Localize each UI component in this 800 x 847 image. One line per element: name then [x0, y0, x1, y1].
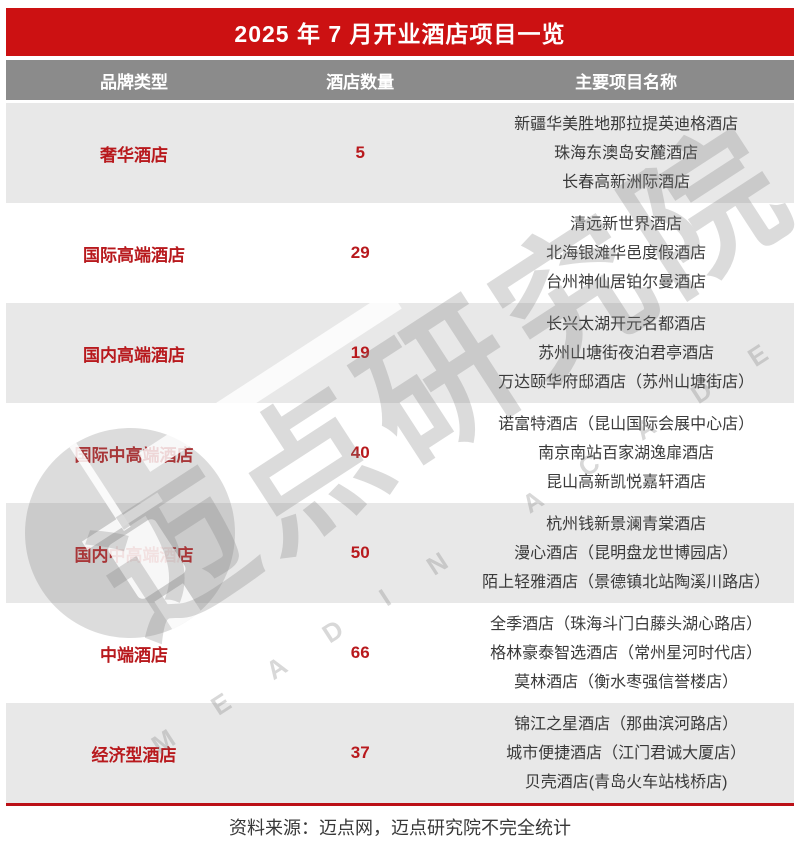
- project-name: 南京南站百家湖逸扉酒店: [538, 444, 715, 462]
- category-cell: 国际中高端酒店: [74, 445, 194, 465]
- report-title: 2025 年 7 月开业酒店项目一览: [234, 21, 566, 47]
- hotel-count-cell: 40: [350, 443, 370, 462]
- hotel-count-cell: 37: [350, 743, 370, 762]
- table-row: 经济型酒店 37 锦江之星酒店（那曲滨河路店） 城市便捷酒店（江门君诚大厦店） 贝壳酒店…: [6, 703, 794, 803]
- hotel-count-cell: 5: [355, 143, 365, 162]
- table-row: 中端酒店 66 全季酒店（珠海斗门白藤头湖心路店） 格林豪泰智选酒店（常州星河时代店）…: [6, 603, 794, 703]
- projects-cell: 清远新世界酒店北海银滩华邑度假酒店 台州神仙居铂尔曼酒店: [458, 203, 794, 303]
- project-name: 长春高新洲际酒店: [562, 173, 691, 191]
- project-name: 陌上轻雅酒店（景德镇北站陶溪川路店）: [482, 573, 771, 591]
- category-cell: 中端酒店: [100, 645, 169, 665]
- table-row: 奢华酒店 5 新疆华美胜地那拉提英迪格酒店 珠海东澳岛安麓酒店 长春高新洲际酒店: [6, 103, 794, 203]
- projects-cell: 杭州钱新景澜青棠酒店漫心酒店（昆明盘龙世博园店） 陌上轻雅酒店（景德镇北站陶溪川路…: [458, 503, 794, 603]
- hotel-count-cell: 29: [350, 243, 370, 262]
- project-name: 诺富特酒店（昆山国际会展中心店）: [498, 415, 755, 433]
- table-bottom-border: [6, 803, 794, 806]
- projects-cell: 新疆华美胜地那拉提英迪格酒店 珠海东澳岛安麓酒店 长春高新洲际酒店: [458, 103, 794, 203]
- project-name: 苏州山塘街夜泊君亭酒店: [538, 344, 715, 362]
- projects-cell: 锦江之星酒店（那曲滨河路店） 城市便捷酒店（江门君诚大厦店） 贝壳酒店(青岛火车站栈…: [458, 703, 794, 803]
- table-row: 国内中高端酒店 50 杭州钱新景澜青棠酒店漫心酒店（昆明盘龙世博园店） 陌上轻雅酒店（…: [6, 503, 794, 603]
- category-cell: 国际高端酒店: [83, 245, 186, 265]
- table-row: 国际中高端酒店 40 诺富特酒店（昆山国际会展中心店） 南京南站百家湖逸扉酒店 昆山高新…: [6, 403, 794, 503]
- table-header-row: 品牌类型 酒店数量 主要项目名称: [6, 60, 794, 100]
- category-cell: 国内中高端酒店: [74, 545, 194, 565]
- table-row: 国内高端酒店 19 长兴太湖开元名都酒店 苏州山塘街夜泊君亭酒店万达颐华府邸酒店（苏州…: [6, 303, 794, 403]
- project-name: 城市便捷酒店（江门君诚大厦店）: [506, 744, 747, 762]
- column-header-hotel-count: 酒店数量: [326, 72, 395, 92]
- source-note: 资料来源：迈点网，迈点研究院不完全统计: [229, 817, 571, 838]
- hotel-count-cell: 50: [350, 543, 370, 562]
- projects-cell: 长兴太湖开元名都酒店 苏州山塘街夜泊君亭酒店万达颐华府邸酒店（苏州山塘街店）: [458, 303, 794, 403]
- project-name: 北海银滩华邑度假酒店: [546, 244, 707, 262]
- column-header-main-projects: 主要项目名称: [575, 72, 678, 92]
- table-row: 国际高端酒店 29 清远新世界酒店北海银滩华邑度假酒店 台州神仙居铂尔曼酒店: [6, 203, 794, 303]
- project-name: 锦江之星酒店（那曲滨河路店）: [514, 715, 739, 733]
- hotel-count-cell: 19: [350, 343, 370, 362]
- column-header-brand-type: 品牌类型: [100, 72, 169, 92]
- project-name: 万达颐华府邸酒店（苏州山塘街店）: [498, 373, 755, 391]
- project-name: 长兴太湖开元名都酒店: [546, 315, 707, 333]
- table-body: 奢华酒店 5 新疆华美胜地那拉提英迪格酒店 珠海东澳岛安麓酒店 长春高新洲际酒店 国际高端…: [6, 103, 794, 803]
- projects-cell: 诺富特酒店（昆山国际会展中心店） 南京南站百家湖逸扉酒店 昆山高新凯悦嘉轩酒店: [458, 403, 794, 503]
- project-name: 贝壳酒店(青岛火车站栈桥店): [524, 773, 728, 791]
- project-name: 台州神仙居铂尔曼酒店: [546, 273, 707, 291]
- project-name: 莫林酒店（衡水枣强信誉楼店）: [514, 673, 739, 691]
- project-name: 格林豪泰智选酒店（常州星河时代店）: [490, 644, 763, 662]
- project-name: 漫心酒店（昆明盘龙世博园店）: [514, 544, 739, 562]
- project-name: 新疆华美胜地那拉提英迪格酒店: [514, 115, 739, 133]
- category-cell: 经济型酒店: [91, 745, 177, 765]
- project-name: 昆山高新凯悦嘉轩酒店: [546, 473, 707, 491]
- hotel-count-cell: 66: [350, 643, 370, 662]
- project-name: 全季酒店（珠海斗门白藤头湖心路店）: [490, 615, 763, 633]
- category-cell: 国内高端酒店: [83, 345, 186, 365]
- project-name: 清远新世界酒店: [570, 215, 683, 233]
- projects-cell: 全季酒店（珠海斗门白藤头湖心路店） 格林豪泰智选酒店（常州星河时代店） 莫林酒店（衡…: [458, 603, 794, 703]
- category-cell: 奢华酒店: [100, 145, 169, 165]
- project-name: 杭州钱新景澜青棠酒店: [546, 515, 707, 533]
- report-title-bar: 2025 年 7 月开业酒店项目一览: [6, 8, 794, 56]
- project-name: 珠海东澳岛安麓酒店: [554, 144, 699, 162]
